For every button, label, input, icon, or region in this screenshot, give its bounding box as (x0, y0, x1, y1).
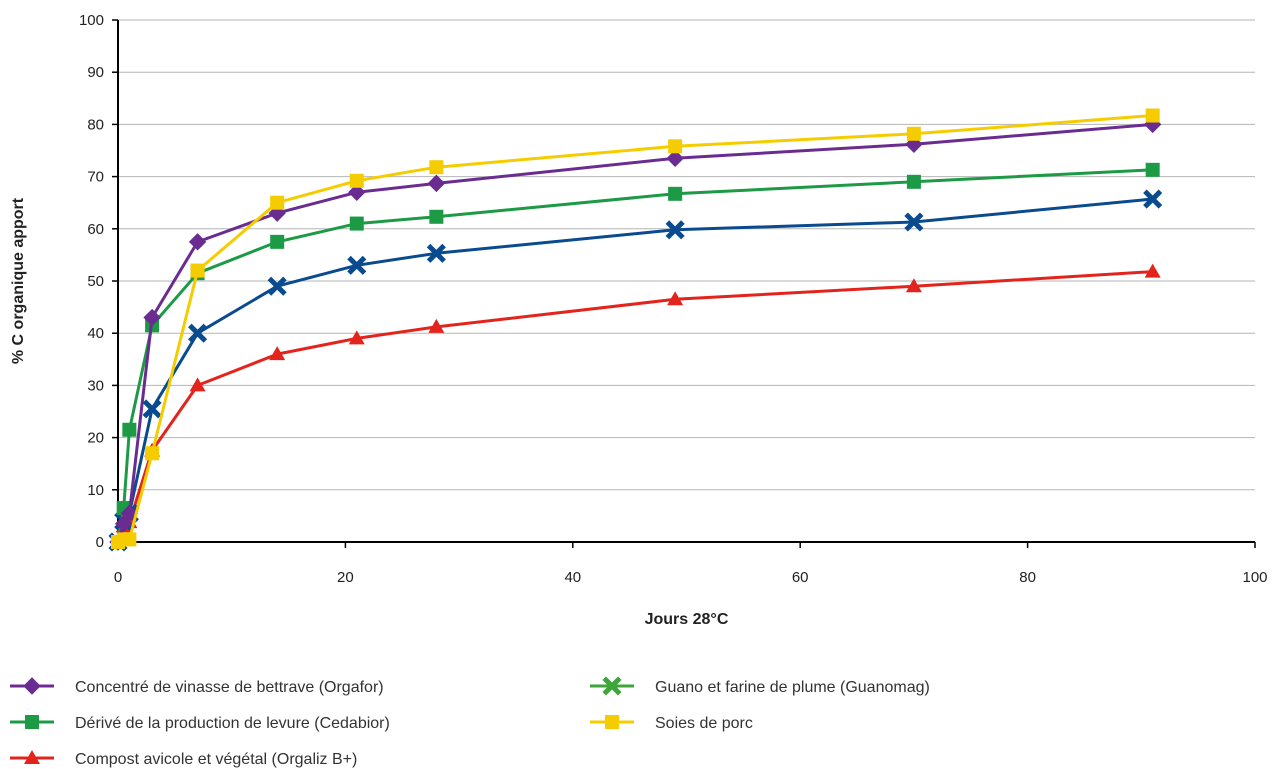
data-point (189, 377, 206, 392)
y-tick-label: 60 (87, 221, 104, 238)
data-point (188, 233, 207, 251)
data-point (269, 346, 286, 361)
y-axis-title: % C organique apport (10, 197, 27, 364)
x-tick-label: 0 (114, 569, 122, 586)
legend-marker (602, 676, 622, 696)
series-line (116, 197, 1153, 543)
y-tick-label: 100 (79, 12, 104, 29)
data-point (145, 446, 160, 461)
x-tick-label: 40 (564, 569, 581, 586)
data-point (429, 209, 444, 224)
data-point (426, 243, 446, 263)
legend-label: Guano et farine de plume (Guanomag) (655, 679, 930, 696)
data-point (667, 291, 684, 306)
legend-item: Concentré de vinasse de bettrave (Orgafo… (10, 677, 384, 696)
x-tick-label: 20 (337, 569, 354, 586)
data-point (143, 308, 161, 327)
data-point (1143, 189, 1163, 209)
data-point (906, 174, 921, 189)
legend-item: Guano et farine de plume (Guanomag) (590, 676, 930, 696)
data-point (122, 532, 137, 547)
data-point (122, 422, 137, 437)
series-layer (108, 108, 1163, 552)
series-triangle-4 (110, 263, 1161, 548)
data-point (142, 399, 162, 419)
data-point (188, 323, 208, 343)
legend-label: Dérivé de la production de levure (Cedab… (75, 715, 390, 732)
data-point (905, 278, 922, 293)
y-tick-label: 80 (87, 116, 104, 133)
data-point (666, 149, 684, 168)
legend-label: Compost avicole et végétal (Orgaliz B+) (75, 751, 357, 768)
legend-marker (24, 750, 40, 764)
legend-marker (25, 715, 39, 729)
y-tick-label: 20 (87, 430, 104, 447)
legend: Concentré de vinasse de bettrave (Orgafo… (10, 676, 930, 768)
x-axis-title: Jours 28°C (645, 611, 729, 628)
series-square-2 (111, 162, 1160, 549)
y-tick-label: 70 (87, 169, 104, 186)
y-tick-label: 50 (87, 273, 104, 290)
x-tick-label: 60 (792, 569, 809, 586)
data-point (120, 504, 139, 522)
gridlines (118, 19, 1255, 491)
series-square-3 (111, 108, 1160, 549)
data-point (665, 220, 685, 240)
data-point (349, 173, 364, 188)
x-tick-label: 100 (1242, 569, 1267, 586)
legend-item: Dérivé de la production de levure (Cedab… (10, 715, 390, 732)
legend-item: Compost avicole et végétal (Orgaliz B+) (10, 750, 357, 768)
series-line (116, 270, 1153, 543)
data-point (1145, 162, 1160, 177)
data-point (270, 195, 285, 210)
legend-label: Concentré de vinasse de bettrave (Orgafo… (75, 679, 384, 696)
data-point (904, 212, 924, 232)
y-tick-label: 40 (87, 325, 104, 342)
data-point (1145, 108, 1160, 123)
tick-labels: 0 10 20 30 40 50 60 70 80 90 100 0 20 40 60 80 100 (79, 12, 1268, 586)
legend-marker (605, 715, 619, 729)
data-point (267, 276, 287, 296)
y-tick-label: 90 (87, 64, 104, 81)
series-diamond-0 (109, 115, 1162, 551)
data-point (349, 216, 364, 231)
legend-label: Soies de porc (655, 715, 753, 732)
data-point (190, 263, 205, 278)
y-tick-label: 30 (87, 377, 104, 394)
axes (112, 19, 1256, 548)
data-point (668, 139, 683, 154)
data-point (428, 318, 445, 333)
legend-item: Soies de porc (590, 715, 753, 732)
data-point (347, 255, 367, 275)
y-tick-label: 0 (96, 534, 104, 551)
series-line (117, 114, 1153, 544)
data-point (906, 126, 921, 141)
x-tick-label: 80 (1019, 569, 1036, 586)
data-point (1144, 263, 1161, 278)
data-point (429, 160, 444, 175)
data-point (348, 183, 366, 201)
data-point (270, 234, 285, 249)
y-tick-label: 10 (87, 482, 104, 499)
data-point (348, 330, 365, 345)
data-point (427, 174, 446, 193)
data-point (668, 186, 683, 201)
legend-marker (23, 677, 41, 695)
